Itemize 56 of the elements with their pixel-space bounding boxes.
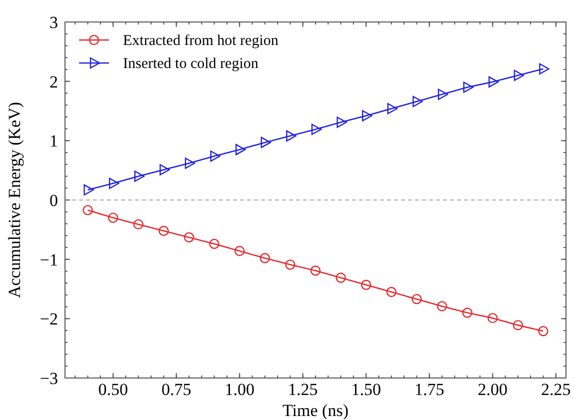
point bbox=[158, 226, 169, 236]
point bbox=[134, 170, 144, 182]
point bbox=[412, 294, 422, 304]
point bbox=[539, 63, 550, 74]
legend-label: Inserted to cold region bbox=[123, 56, 259, 72]
y-tick-label: −1 bbox=[40, 250, 58, 270]
y-tick-label: 1 bbox=[50, 132, 58, 151]
x-tick-label: 0.75 bbox=[161, 380, 192, 399]
x-tick-label: 2.00 bbox=[478, 380, 508, 399]
point bbox=[310, 266, 321, 276]
y-tick-label: −2 bbox=[40, 310, 58, 329]
point bbox=[386, 286, 397, 298]
point bbox=[84, 184, 94, 196]
point bbox=[234, 246, 245, 256]
point bbox=[133, 219, 144, 230]
legend-label: Extracted from hot region bbox=[123, 33, 279, 49]
x-tick-label: 1.00 bbox=[224, 380, 254, 399]
y-axis-title: Accumulative Energy (KeV) bbox=[5, 102, 24, 298]
point bbox=[463, 82, 474, 93]
point bbox=[210, 150, 220, 162]
point bbox=[336, 272, 346, 283]
x-tick-label: 1.50 bbox=[351, 380, 381, 399]
point bbox=[286, 130, 296, 142]
y-tick-label: −3 bbox=[40, 369, 58, 388]
point bbox=[462, 308, 472, 318]
point bbox=[488, 312, 498, 324]
x-tick-label: 2.25 bbox=[541, 380, 571, 399]
point bbox=[82, 204, 93, 216]
point bbox=[412, 96, 423, 108]
point bbox=[108, 212, 118, 223]
y-tick-label: 0 bbox=[50, 191, 58, 210]
point bbox=[160, 164, 170, 176]
point bbox=[235, 144, 246, 156]
point bbox=[488, 76, 499, 88]
point bbox=[336, 116, 347, 128]
y-tick-label: 3 bbox=[50, 13, 58, 32]
point bbox=[514, 70, 524, 81]
point bbox=[438, 88, 448, 100]
point bbox=[260, 136, 271, 148]
point bbox=[512, 320, 524, 330]
point bbox=[538, 326, 548, 336]
point bbox=[387, 103, 398, 114]
point bbox=[184, 232, 194, 242]
point bbox=[362, 110, 372, 122]
point bbox=[285, 260, 296, 270]
point bbox=[184, 158, 196, 169]
point bbox=[361, 280, 372, 290]
point bbox=[260, 253, 270, 264]
x-tick-label: 1.25 bbox=[288, 380, 318, 399]
point bbox=[311, 124, 322, 135]
y-tick-label: 2 bbox=[50, 72, 58, 92]
point bbox=[436, 301, 448, 312]
x-tick-label: 1.75 bbox=[414, 380, 444, 399]
point bbox=[108, 178, 120, 189]
point bbox=[209, 238, 220, 250]
x-tick-label: 0.50 bbox=[98, 380, 128, 399]
